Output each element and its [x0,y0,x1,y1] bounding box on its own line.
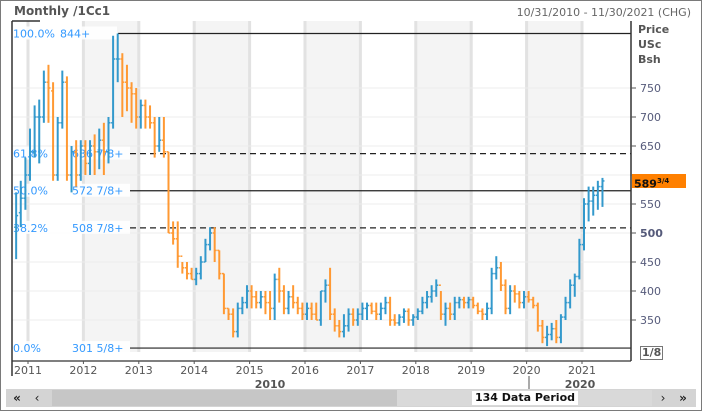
scroll-last-button[interactable]: » [679,391,687,405]
fib-pct-label: 100.0% [13,27,55,40]
fib-label-bg [12,341,130,355]
x-tick-label: 2021 [568,364,596,377]
ohlc-chart-plot[interactable]: 100.0%844+61.8%636 7/8+50.0%572 7/8+38.2… [0,0,702,390]
x-tick-label: 2012 [69,364,97,377]
fib-price-label: 636 7/8+ [72,148,123,161]
fib-pct-label: 50.0% [13,185,48,198]
x-tick-label: 2016 [291,364,319,377]
data-period-label: 134 Data Period [472,391,579,405]
scroll-thumb[interactable] [52,390,397,406]
fib-pct-label: 38.2% [13,222,48,235]
last-price-main: 589 [634,177,657,191]
x-tick-label: 2014 [180,364,208,377]
y-tick-label: 550 [640,198,661,211]
y-tick-label: 450 [640,256,661,269]
decade-label-2010: 2010 [255,378,286,390]
year-band [526,21,582,352]
chart-title: Monthly /1Cc1 [14,4,111,18]
year-band [305,21,361,352]
date-range: 10/31/2010 - 11/30/2021 (CHG) [516,6,691,19]
y-tick-label: 350 [640,314,661,327]
time-scrollbar[interactable]: « ‹ 134 Data Period › » [6,389,696,407]
fib-price-label: 508 7/8+ [72,222,123,235]
fib-price-label: 301 5/8+ [72,342,123,355]
y-tick-label: 650 [640,140,661,153]
x-tick-label: 2013 [125,364,153,377]
y-axis-unit-currency: USc [638,38,662,51]
fib-price-label: 572 7/8+ [72,185,123,198]
scroll-next-button[interactable]: › [660,391,666,405]
fib-price-label: 844+ [60,27,90,40]
y-tick-label: 500 [640,227,663,240]
last-price-tag: 5893/4 [632,174,686,191]
x-tick-label: 2011 [14,364,42,377]
y-tick-label: 750 [640,82,661,95]
x-tick-label: 2019 [457,364,485,377]
last-price-fraction: 3/4 [656,177,670,185]
fib-pct-label: 0.0% [13,342,41,355]
scroll-first-button[interactable]: « [13,391,21,405]
fib-label-bg [12,220,130,234]
decade-label-2020: 2020 [565,378,596,390]
y-axis-unit-price: Price [638,23,670,36]
y-tick-label: 400 [640,285,661,298]
year-band [415,21,472,352]
scroll-prev-button[interactable]: ‹ [34,391,40,405]
x-tick-label: 2015 [236,364,264,377]
x-tick-label: 2020 [513,364,541,377]
x-tick-label: 2018 [402,364,430,377]
fib-label-bg [12,26,117,40]
year-band [194,21,250,352]
y-axis-unit-bushel: Bsh [638,53,661,66]
price-scale-badge[interactable]: 1/8 [640,346,664,360]
x-tick-label: 2017 [346,364,374,377]
y-tick-label: 700 [640,111,661,124]
